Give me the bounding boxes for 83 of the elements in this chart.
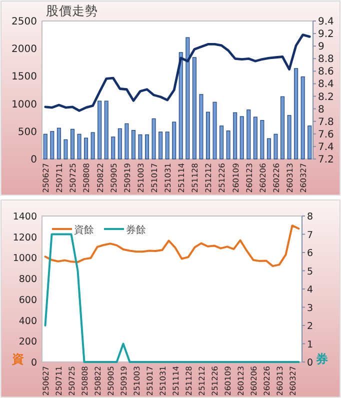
- y2-tick-label: 8.2: [318, 92, 334, 103]
- bar: [104, 100, 108, 160]
- chart-title: 股價走勢: [46, 3, 98, 18]
- bar: [246, 110, 251, 160]
- y2-axis-title: 券: [315, 352, 329, 366]
- bar: [158, 132, 163, 160]
- bar: [43, 134, 48, 160]
- y2-tick-label: 8.4: [318, 79, 334, 90]
- bar: [70, 128, 74, 160]
- y-tick-label: 2000: [12, 44, 37, 56]
- y-tick-label: 2500: [12, 16, 37, 28]
- y-tick-label: 500: [18, 126, 37, 138]
- bar: [131, 130, 136, 160]
- y2-tick-label: 6: [307, 248, 314, 259]
- line-series: [44, 224, 300, 268]
- bar: [294, 68, 298, 160]
- y2-tick-label: 7: [307, 230, 314, 241]
- bar: [226, 130, 230, 160]
- y2-tick-label: 4: [307, 284, 314, 296]
- bar: [172, 122, 176, 160]
- y-tick-label: 1000: [12, 99, 37, 110]
- bar: [98, 100, 102, 160]
- y2-tick-label: 9.4: [318, 16, 334, 28]
- line-series: [44, 233, 300, 363]
- bar: [84, 138, 88, 160]
- y2-tick-label: 9.2: [318, 29, 334, 40]
- bar: [90, 132, 95, 160]
- bar: [308, 126, 312, 160]
- bar: [212, 102, 217, 160]
- y-tick-label: 1200: [12, 232, 37, 244]
- y-tick-label: 1500: [12, 72, 37, 83]
- bar: [50, 131, 54, 160]
- y-tick-label: 1400: [12, 212, 37, 222]
- bar: [111, 136, 116, 160]
- bar: [165, 132, 170, 160]
- bar: [253, 116, 258, 160]
- y2-tick-label: 5: [307, 266, 314, 278]
- bar: [233, 112, 238, 160]
- bar: [77, 134, 82, 160]
- bar: [56, 128, 61, 160]
- legend-label: 券餘: [126, 224, 146, 236]
- y2-tick-label: 7.6: [318, 129, 334, 140]
- bar: [145, 134, 150, 160]
- bar: [206, 112, 210, 160]
- y2-tick-label: 8: [318, 104, 324, 116]
- bar: [300, 76, 305, 160]
- y2-tick-label: 1: [307, 339, 314, 350]
- y2-tick-label: 9: [318, 42, 324, 53]
- y2-tick-label: 2: [307, 321, 314, 332]
- bar: [152, 118, 156, 160]
- y2-tick-label: 8.8: [318, 54, 334, 66]
- bar: [178, 52, 183, 160]
- bar: [260, 120, 264, 160]
- bar: [186, 37, 190, 160]
- y2-tick-label: 7.8: [318, 116, 334, 128]
- bar: [192, 57, 196, 160]
- line-series: [44, 34, 311, 112]
- y-tick-label: 200: [18, 336, 37, 348]
- y-tick-label: 400: [18, 316, 37, 327]
- bar: [199, 94, 204, 160]
- y-axis-title: 資: [11, 352, 24, 366]
- y-tick-label: 1000: [12, 253, 37, 264]
- bar: [220, 126, 224, 160]
- bar: [266, 138, 271, 160]
- bar: [118, 128, 122, 160]
- bar: [124, 123, 129, 160]
- y-tick-label: 800: [18, 274, 37, 286]
- y2-tick-label: 0: [307, 358, 314, 368]
- y-tick-label: 0: [30, 358, 37, 368]
- y2-tick-label: 8.6: [318, 66, 334, 78]
- bar: [240, 116, 244, 160]
- y2-tick-label: 8: [307, 212, 314, 222]
- bar: [287, 115, 292, 160]
- bar: [138, 134, 142, 160]
- y-tick-label: 0: [30, 154, 37, 166]
- y-tick-label: 600: [18, 294, 37, 306]
- bar: [280, 96, 285, 160]
- y2-tick-label: 7.2: [318, 154, 334, 166]
- bar: [64, 139, 68, 160]
- legend-label: 資餘: [74, 224, 94, 236]
- bar: [274, 134, 278, 160]
- y2-tick-label: 7.4: [318, 142, 334, 153]
- y2-tick-label: 3: [307, 302, 314, 314]
